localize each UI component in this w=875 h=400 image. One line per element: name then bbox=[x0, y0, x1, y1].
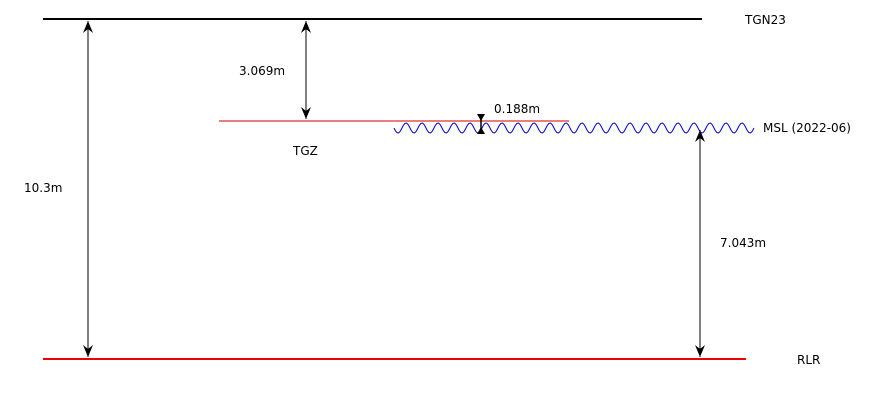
msl-label: MSL (2022-06) bbox=[763, 121, 851, 135]
dimension-msl-to-rlr bbox=[695, 130, 705, 357]
rlr-label: RLR bbox=[797, 353, 820, 367]
dimension-tgz-to-msl bbox=[477, 114, 485, 134]
dimension-tgn23-to-tgz bbox=[301, 21, 311, 119]
msl-wave-line bbox=[393, 122, 755, 134]
distance-label-msl-to-rlr: 7.043m bbox=[720, 236, 766, 250]
tgn23-label: TGN23 bbox=[744, 13, 786, 27]
distance-label-tgz-to-msl: 0.188m bbox=[494, 102, 540, 116]
distance-label-tgn23-to-rlr: 10.3m bbox=[24, 181, 62, 195]
distance-label-tgn23-to-tgz: 3.069m bbox=[239, 64, 285, 78]
tgz-label: TGZ bbox=[292, 144, 318, 158]
dimension-tgn23-to-rlr bbox=[83, 21, 93, 357]
